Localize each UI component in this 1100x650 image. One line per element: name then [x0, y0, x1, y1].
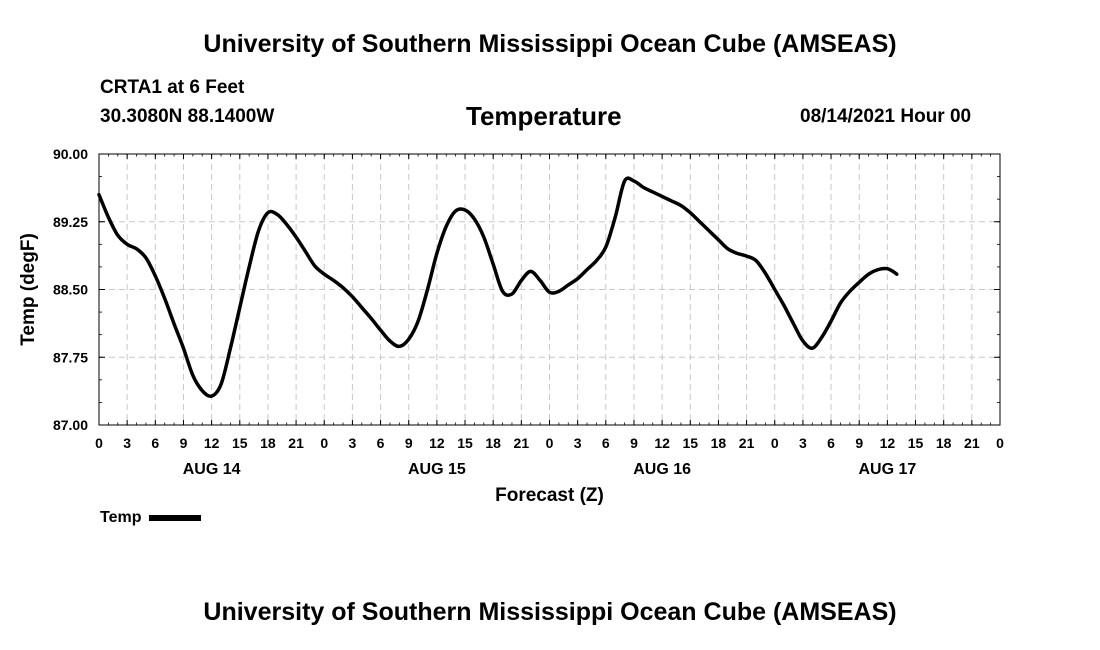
x-tick-label: 15 [908, 435, 924, 451]
plot-frame [98, 153, 1001, 426]
footer-title: University of Southern Mississippi Ocean… [203, 598, 897, 626]
x-tick-label: 15 [232, 435, 248, 451]
x-tick-label: 3 [574, 435, 582, 451]
x-tick-label: 6 [377, 435, 385, 451]
grid [99, 154, 1000, 425]
x-tick-label: 3 [349, 435, 357, 451]
station-label: CRTA1 at 6 Feet [100, 77, 245, 98]
x-tick-label: 21 [288, 435, 304, 451]
coordinates-label: 30.3080N 88.1400W [100, 106, 275, 127]
series-line-temp [97, 176, 899, 399]
x-tick-label: 21 [514, 435, 530, 451]
x-tick-label: 12 [204, 435, 220, 451]
x-tick-label: 12 [654, 435, 670, 451]
x-tick-label: 9 [180, 435, 188, 451]
x-tick-label: 3 [799, 435, 807, 451]
x-tick-label: 21 [739, 435, 755, 451]
y-tick-label: 87.00 [53, 417, 88, 433]
x-tick-label: 0 [771, 435, 779, 451]
x-day-label: AUG 14 [183, 461, 241, 478]
x-tick-label: 0 [546, 435, 554, 451]
axes: 0 3 6 9 12 15 18 21 0 3 6 9 12 15 18 21 0 3 6 9 12 15 18 21 0 3 6 9… [18, 146, 1004, 506]
x-tick-label: 18 [936, 435, 952, 451]
y-axis-title: Temp (degF) [18, 233, 39, 346]
y-tick-label: 90.00 [53, 146, 88, 162]
x-tick-label: 18 [485, 435, 501, 451]
x-tick-label: 9 [855, 435, 863, 451]
legend: Temp [100, 509, 202, 527]
legend-line-swatch [149, 514, 202, 521]
chart-title: Temperature [466, 101, 622, 131]
x-tick-label: 12 [429, 435, 445, 451]
x-tick-label: 18 [711, 435, 727, 451]
x-tick-label: 0 [996, 435, 1004, 451]
x-day-label: AUG 17 [858, 461, 916, 478]
x-tick-label: 0 [95, 435, 103, 451]
x-tick-label: 3 [123, 435, 131, 451]
x-tick-label: 9 [405, 435, 413, 451]
x-tick-label: 0 [320, 435, 328, 451]
x-day-label: AUG 16 [633, 461, 691, 478]
x-tick-label: 6 [827, 435, 835, 451]
x-day-label: AUG 15 [408, 461, 466, 478]
page-title: University of Southern Mississippi Ocean… [203, 30, 897, 58]
x-tick-label: 6 [151, 435, 159, 451]
x-axis-title: Forecast (Z) [495, 485, 604, 506]
y-tick-label: 87.75 [53, 349, 88, 365]
series-layer [97, 176, 899, 399]
x-tick-label: 18 [260, 435, 276, 451]
x-tick-label: 21 [964, 435, 980, 451]
x-tick-label: 12 [880, 435, 896, 451]
legend-label: Temp [100, 509, 142, 526]
y-tick-label: 89.25 [53, 214, 88, 230]
x-tick-label: 15 [457, 435, 473, 451]
x-tick-label: 15 [682, 435, 698, 451]
x-tick-label: 6 [602, 435, 610, 451]
forecast-datetime: 08/14/2021 Hour 00 [800, 106, 972, 127]
x-tick-label: 9 [630, 435, 638, 451]
y-tick-label: 88.50 [53, 282, 88, 298]
